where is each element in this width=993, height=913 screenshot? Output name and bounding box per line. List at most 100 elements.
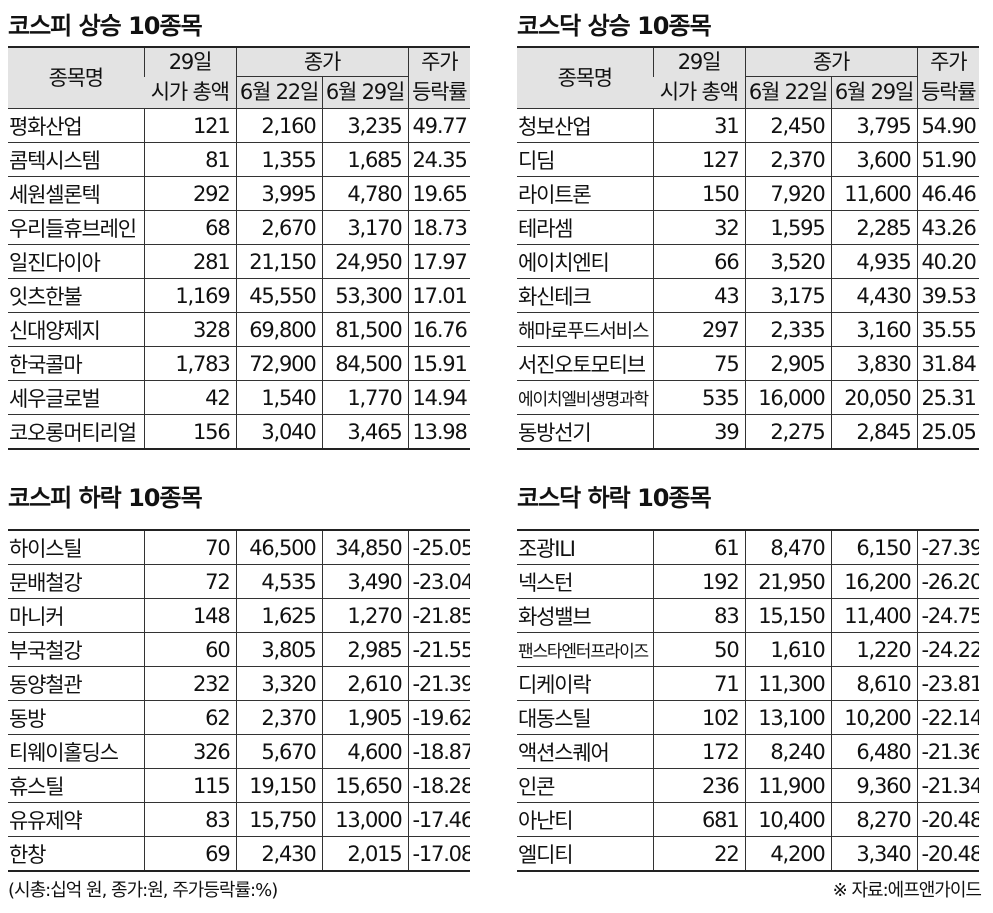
close-price-0629: 1,905 xyxy=(321,700,408,735)
market-cap: 75 xyxy=(652,346,745,381)
section-title: 코스피 상승 10종목 xyxy=(8,12,203,40)
header-price: 종가 xyxy=(744,47,917,77)
close-price-0629: 8,270 xyxy=(830,802,917,837)
change-rate: -27.39 xyxy=(916,530,979,565)
market-cap: 62 xyxy=(143,700,236,735)
stock-name: 테라셈 xyxy=(517,210,653,245)
close-price-0622: 11,300 xyxy=(744,666,831,701)
table-row: 테라셈 32 1,595 2,285 43.26 xyxy=(517,210,979,245)
stock-name: 문배철강 xyxy=(8,564,144,599)
table-row: 인콘 236 11,900 9,360 -21.34 xyxy=(517,768,979,803)
section-title: 코스닥 상승 10종목 xyxy=(517,12,712,40)
close-price-0622: 1,625 xyxy=(235,598,322,633)
close-price-0622: 4,200 xyxy=(744,836,831,872)
close-price-0629: 3,830 xyxy=(830,346,917,381)
change-rate: -21.55 xyxy=(407,632,470,667)
market-cap: 232 xyxy=(143,666,236,701)
table-row: 청보산업 31 2,450 3,795 54.90 xyxy=(517,108,979,143)
close-price-0622: 2,905 xyxy=(744,346,831,381)
change-rate: 51.90 xyxy=(916,142,979,177)
stock-name: 신대양제지 xyxy=(8,312,144,347)
market-cap: 1,169 xyxy=(143,278,236,313)
table-row: 대동스틸 102 13,100 10,200 -22.14 xyxy=(517,700,979,735)
market-cap: 121 xyxy=(143,108,236,143)
header-rate-top: 주가 xyxy=(407,47,470,77)
table-row: 디딤 127 2,370 3,600 51.90 xyxy=(517,142,979,177)
change-rate: 43.26 xyxy=(916,210,979,245)
close-price-0629: 1,220 xyxy=(830,632,917,667)
stock-name: 디딤 xyxy=(517,142,653,177)
market-cap: 326 xyxy=(143,734,236,769)
table-body: 조광ILI 61 8,470 6,150 -27.39 넥스턴 192 21,950 16,20… xyxy=(517,530,979,872)
change-rate: 39.53 xyxy=(916,278,979,313)
change-rate: -21.34 xyxy=(916,768,979,803)
close-price-0629: 53,300 xyxy=(321,278,408,313)
table-row: 디케이락 71 11,300 8,610 -23.81 xyxy=(517,666,979,701)
close-price-0629: 4,600 xyxy=(321,734,408,769)
market-cap: 66 xyxy=(652,244,745,279)
table-row: 평화산업 121 2,160 3,235 49.77 xyxy=(8,108,470,143)
close-price-0629: 34,850 xyxy=(321,530,408,565)
close-price-0629: 3,160 xyxy=(830,312,917,347)
table-row: 신대양제지 328 69,800 81,500 16.76 xyxy=(8,312,470,347)
change-rate: -23.04 xyxy=(407,564,470,599)
stock-name: 청보산업 xyxy=(517,108,653,143)
change-rate: 40.20 xyxy=(916,244,979,279)
table-row: 에이치엘비생명과학 535 16,000 20,050 25.31 xyxy=(517,380,979,415)
section-title: 코스피 하락 10종목 xyxy=(8,484,203,512)
stock-table: 조광ILI 61 8,470 6,150 -27.39 넥스턴 192 21,950 16,20… xyxy=(517,529,979,872)
stock-name: 코오롱머티리얼 xyxy=(8,414,144,450)
close-price-0622: 16,000 xyxy=(744,380,831,415)
close-price-0622: 2,450 xyxy=(744,108,831,143)
market-cap: 115 xyxy=(143,768,236,803)
change-rate: -19.62 xyxy=(407,700,470,735)
table-row: 화성밸브 83 15,150 11,400 -24.75 xyxy=(517,598,979,633)
close-price-0622: 2,430 xyxy=(235,836,322,872)
stock-name: 동방선기 xyxy=(517,414,653,450)
change-rate: -18.28 xyxy=(407,768,470,803)
stock-name: 엘디티 xyxy=(517,836,653,872)
market-cap: 69 xyxy=(143,836,236,872)
table-row: 라이트론 150 7,920 11,600 46.46 xyxy=(517,176,979,211)
close-price-0629: 2,845 xyxy=(830,414,917,450)
table-row: 동방선기 39 2,275 2,845 25.05 xyxy=(517,414,979,450)
table-row: 유유제약 83 15,750 13,000 -17.46 xyxy=(8,802,470,837)
stock-name: 팬스타엔터프라이즈 xyxy=(517,632,653,667)
close-price-0622: 15,750 xyxy=(235,802,322,837)
change-rate: -24.75 xyxy=(916,598,979,633)
header-cap-bottom: 시가 총액 xyxy=(653,76,745,109)
market-cap: 192 xyxy=(652,564,745,599)
header-date1: 6월 22일 xyxy=(235,76,322,109)
change-rate: -21.39 xyxy=(407,666,470,701)
section-kospi-gainers: 코스피 상승 10종목 종목명 29일 종가 주가 시가 총액 6월 22일 6… xyxy=(8,6,470,450)
market-cap: 81 xyxy=(143,142,236,177)
market-cap: 172 xyxy=(652,734,745,769)
table-row: 해마로푸드서비스 297 2,335 3,160 35.55 xyxy=(517,312,979,347)
close-price-0629: 6,150 xyxy=(830,530,917,565)
header-name: 종목명 xyxy=(517,47,653,109)
table-body: 평화산업 121 2,160 3,235 49.77 콤텍시스템 81 1,355 1,685 2… xyxy=(8,108,470,450)
close-price-0622: 3,175 xyxy=(744,278,831,313)
table-row: 세우글로벌 42 1,540 1,770 14.94 xyxy=(8,380,470,415)
market-cap: 22 xyxy=(652,836,745,872)
header-rate-bottom: 등락률 xyxy=(916,76,979,109)
table-row: 하이스틸 70 46,500 34,850 -25.05 xyxy=(8,530,470,565)
market-cap: 127 xyxy=(652,142,745,177)
close-price-0622: 4,535 xyxy=(235,564,322,599)
stock-name: 동양철관 xyxy=(8,666,144,701)
close-price-0629: 8,610 xyxy=(830,666,917,701)
header-date2: 6월 29일 xyxy=(830,76,917,109)
stock-name: 인콘 xyxy=(517,768,653,803)
close-price-0629: 2,015 xyxy=(321,836,408,872)
close-price-0622: 1,355 xyxy=(235,142,322,177)
header-rate-top: 주가 xyxy=(916,47,979,77)
change-rate: -25.05 xyxy=(407,530,470,565)
change-rate: 16.76 xyxy=(407,312,470,347)
stock-table: 하이스틸 70 46,500 34,850 -25.05 문배철강 72 4,535 3,490… xyxy=(8,529,470,872)
close-price-0622: 15,150 xyxy=(744,598,831,633)
stock-name: 화신테크 xyxy=(517,278,653,313)
change-rate: -18.87 xyxy=(407,734,470,769)
header-cap-top: 29일 xyxy=(652,47,745,77)
close-price-0622: 2,370 xyxy=(235,700,322,735)
header-name: 종목명 xyxy=(8,47,144,109)
